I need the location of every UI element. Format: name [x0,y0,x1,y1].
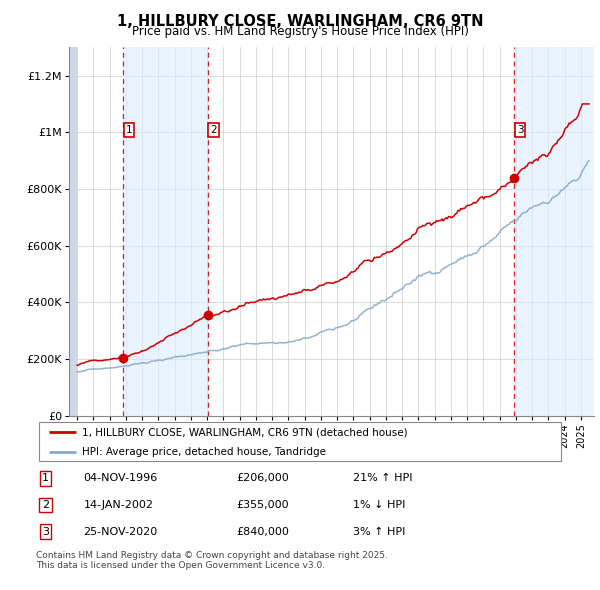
Text: Price paid vs. HM Land Registry's House Price Index (HPI): Price paid vs. HM Land Registry's House … [131,25,469,38]
Text: 1: 1 [126,125,133,135]
Bar [514,47,594,416]
Text: 14-JAN-2002: 14-JAN-2002 [83,500,154,510]
Text: £355,000: £355,000 [236,500,289,510]
Text: 2: 2 [210,125,217,135]
Text: HPI: Average price, detached house, Tandridge: HPI: Average price, detached house, Tand… [82,447,326,457]
Text: 1, HILLBURY CLOSE, WARLINGHAM, CR6 9TN: 1, HILLBURY CLOSE, WARLINGHAM, CR6 9TN [117,14,483,28]
Bar [123,47,208,416]
Text: 3: 3 [42,527,49,537]
FancyBboxPatch shape [38,422,562,461]
Text: 1, HILLBURY CLOSE, WARLINGHAM, CR6 9TN (detached house): 1, HILLBURY CLOSE, WARLINGHAM, CR6 9TN (… [82,427,408,437]
Text: 04-NOV-1996: 04-NOV-1996 [83,473,158,483]
Text: 25-NOV-2020: 25-NOV-2020 [83,527,158,537]
Text: 1: 1 [42,473,49,483]
Text: 3: 3 [517,125,523,135]
Text: £840,000: £840,000 [236,527,290,537]
Bar [69,47,77,416]
Text: 1% ↓ HPI: 1% ↓ HPI [353,500,405,510]
Text: 3% ↑ HPI: 3% ↑ HPI [353,527,405,537]
Text: 2: 2 [42,500,49,510]
Text: 21% ↑ HPI: 21% ↑ HPI [353,473,412,483]
Text: £206,000: £206,000 [236,473,289,483]
Text: Contains HM Land Registry data © Crown copyright and database right 2025.
This d: Contains HM Land Registry data © Crown c… [36,551,388,571]
